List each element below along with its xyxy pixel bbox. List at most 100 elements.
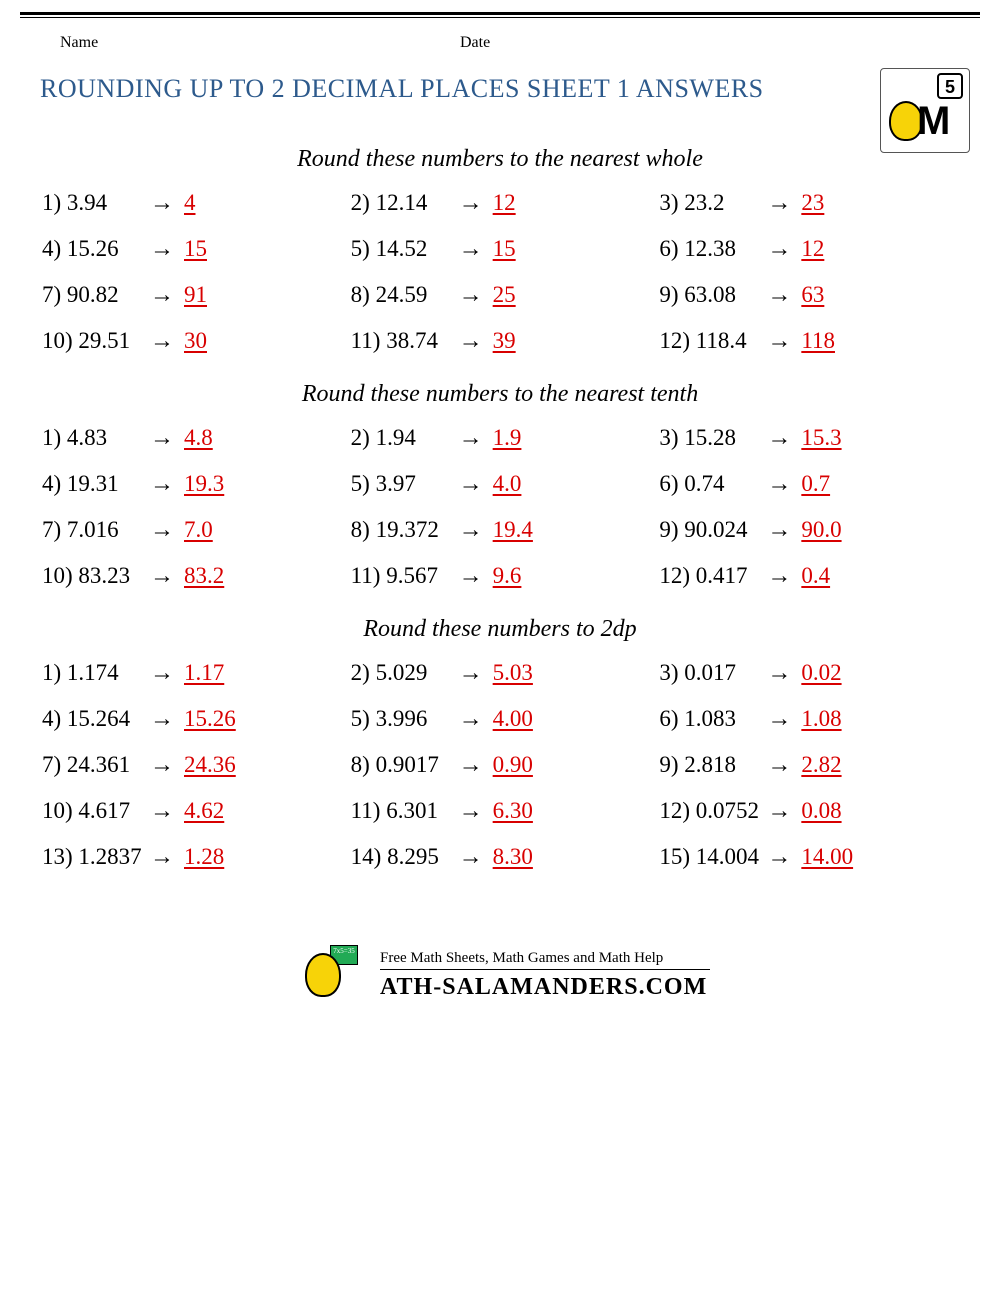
answer: 2.82 bbox=[801, 752, 841, 778]
answer: 19.4 bbox=[493, 517, 533, 543]
problem-number-and-value: 3) 15.28 bbox=[659, 425, 767, 451]
arrow-icon: → bbox=[767, 235, 801, 263]
logo-letter: M bbox=[917, 99, 950, 144]
arrow-icon: → bbox=[459, 235, 493, 263]
section-heading: Round these numbers to 2dp bbox=[20, 598, 980, 659]
footer-tagline: Free Math Sheets, Math Games and Math He… bbox=[380, 950, 710, 970]
arrow-icon: → bbox=[459, 659, 493, 687]
problem: 4) 15.26→15 bbox=[42, 235, 341, 263]
answer: 1.17 bbox=[184, 660, 224, 686]
problem-number-and-value: 8) 19.372 bbox=[351, 517, 459, 543]
answer: 0.02 bbox=[801, 660, 841, 686]
arrow-icon: → bbox=[767, 327, 801, 355]
problem-number-and-value: 2) 5.029 bbox=[351, 660, 459, 686]
problem-number-and-value: 11) 6.301 bbox=[351, 798, 459, 824]
problem-number-and-value: 5) 3.996 bbox=[351, 706, 459, 732]
problem-number-and-value: 2) 1.94 bbox=[351, 425, 459, 451]
answer: 0.7 bbox=[801, 471, 830, 497]
page: Name Date 5 M ROUNDING UP TO 2 DECIMAL P… bbox=[0, 28, 1000, 1031]
answer: 4.0 bbox=[493, 471, 522, 497]
answer: 83.2 bbox=[184, 563, 224, 589]
problems-grid: 1) 3.94→42) 12.14→123) 23.2→234) 15.26→1… bbox=[20, 189, 980, 363]
problem: 7) 24.361→24.36 bbox=[42, 751, 341, 779]
arrow-icon: → bbox=[767, 516, 801, 544]
answer: 4.62 bbox=[184, 798, 224, 824]
problem: 6) 12.38→12 bbox=[659, 235, 958, 263]
grade-badge: 5 bbox=[937, 73, 963, 99]
problem-number-and-value: 14) 8.295 bbox=[351, 844, 459, 870]
footer-logo: 7x5=35 bbox=[290, 945, 360, 1005]
answer: 118 bbox=[801, 328, 835, 354]
arrow-icon: → bbox=[459, 562, 493, 590]
problem-number-and-value: 6) 0.74 bbox=[659, 471, 767, 497]
answer: 15 bbox=[493, 236, 516, 262]
problem-number-and-value: 7) 90.82 bbox=[42, 282, 150, 308]
arrow-icon: → bbox=[150, 516, 184, 544]
answer: 15.26 bbox=[184, 706, 236, 732]
arrow-icon: → bbox=[767, 281, 801, 309]
arrow-icon: → bbox=[150, 189, 184, 217]
answer: 39 bbox=[493, 328, 516, 354]
header-line: Name Date bbox=[20, 28, 980, 62]
problem: 10) 4.617→4.62 bbox=[42, 797, 341, 825]
arrow-icon: → bbox=[459, 797, 493, 825]
problem: 8) 19.372→19.4 bbox=[351, 516, 650, 544]
arrow-icon: → bbox=[767, 797, 801, 825]
answer: 4 bbox=[184, 190, 196, 216]
problem: 1) 1.174→1.17 bbox=[42, 659, 341, 687]
answer: 91 bbox=[184, 282, 207, 308]
arrow-icon: → bbox=[150, 659, 184, 687]
problem: 4) 19.31→19.3 bbox=[42, 470, 341, 498]
problem-number-and-value: 5) 14.52 bbox=[351, 236, 459, 262]
problem-number-and-value: 4) 19.31 bbox=[42, 471, 150, 497]
problem: 14) 8.295→8.30 bbox=[351, 843, 650, 871]
problem-number-and-value: 15) 14.004 bbox=[659, 844, 767, 870]
problem: 5) 3.97→4.0 bbox=[351, 470, 650, 498]
answer: 25 bbox=[493, 282, 516, 308]
problem-number-and-value: 10) 29.51 bbox=[42, 328, 150, 354]
problem: 13) 1.2837→1.28 bbox=[42, 843, 341, 871]
problem: 6) 1.083→1.08 bbox=[659, 705, 958, 733]
problem: 7) 90.82→91 bbox=[42, 281, 341, 309]
problem: 9) 90.024→90.0 bbox=[659, 516, 958, 544]
problem: 3) 0.017→0.02 bbox=[659, 659, 958, 687]
answer: 63 bbox=[801, 282, 824, 308]
arrow-icon: → bbox=[150, 235, 184, 263]
answer: 6.30 bbox=[493, 798, 533, 824]
salamander-icon bbox=[305, 953, 341, 997]
arrow-icon: → bbox=[459, 843, 493, 871]
answer: 12 bbox=[493, 190, 516, 216]
problem: 1) 3.94→4 bbox=[42, 189, 341, 217]
problem-number-and-value: 1) 3.94 bbox=[42, 190, 150, 216]
problem: 12) 0.417→0.4 bbox=[659, 562, 958, 590]
problem: 12) 0.0752→0.08 bbox=[659, 797, 958, 825]
problem-number-and-value: 9) 63.08 bbox=[659, 282, 767, 308]
problem-number-and-value: 5) 3.97 bbox=[351, 471, 459, 497]
problem-number-and-value: 10) 83.23 bbox=[42, 563, 150, 589]
problem-number-and-value: 8) 24.59 bbox=[351, 282, 459, 308]
problem-number-and-value: 1) 1.174 bbox=[42, 660, 150, 686]
page-title: ROUNDING UP TO 2 DECIMAL PLACES SHEET 1 … bbox=[20, 62, 980, 128]
problem: 2) 12.14→12 bbox=[351, 189, 650, 217]
problem-number-and-value: 7) 7.016 bbox=[42, 517, 150, 543]
answer: 1.08 bbox=[801, 706, 841, 732]
top-rule bbox=[20, 12, 980, 18]
problem-number-and-value: 4) 15.264 bbox=[42, 706, 150, 732]
problem: 10) 83.23→83.2 bbox=[42, 562, 341, 590]
problem-number-and-value: 6) 12.38 bbox=[659, 236, 767, 262]
arrow-icon: → bbox=[150, 424, 184, 452]
section-heading: Round these numbers to the nearest tenth bbox=[20, 363, 980, 424]
arrow-icon: → bbox=[150, 751, 184, 779]
answer: 1.28 bbox=[184, 844, 224, 870]
answer: 19.3 bbox=[184, 471, 224, 497]
arrow-icon: → bbox=[150, 562, 184, 590]
arrow-icon: → bbox=[459, 424, 493, 452]
problem-number-and-value: 9) 2.818 bbox=[659, 752, 767, 778]
answer: 15.3 bbox=[801, 425, 841, 451]
answer: 0.4 bbox=[801, 563, 830, 589]
problem: 15) 14.004→14.00 bbox=[659, 843, 958, 871]
problem-number-and-value: 12) 118.4 bbox=[659, 328, 767, 354]
answer: 9.6 bbox=[493, 563, 522, 589]
problem: 8) 0.9017→0.90 bbox=[351, 751, 650, 779]
answer: 14.00 bbox=[801, 844, 853, 870]
